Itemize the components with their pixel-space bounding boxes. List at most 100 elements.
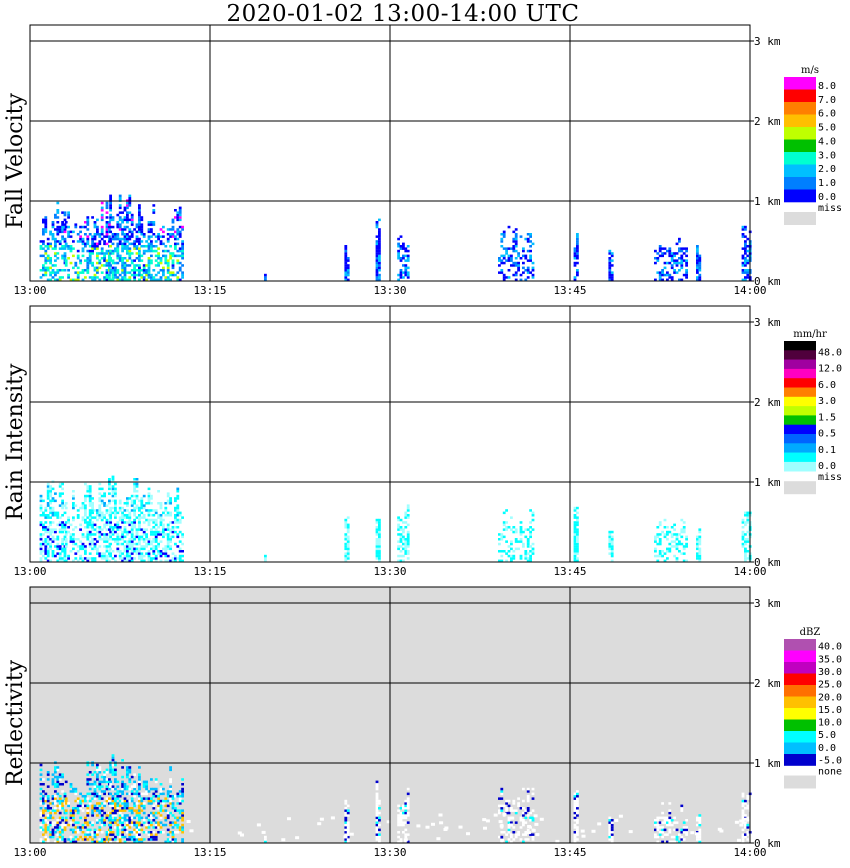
echo-cell [105,831,109,834]
echo-cell [116,540,120,543]
echo-cell [91,542,94,546]
echo-cell [346,257,350,260]
echo-cell [524,237,528,241]
legend-swatch [784,387,816,398]
echo-cell [397,523,400,527]
echo-cell [130,504,134,507]
echo-cell [126,557,129,560]
echo-cell [741,804,745,808]
echo-cell [498,259,501,262]
echo-cell [154,547,158,551]
echo-cell [81,545,85,548]
echo-cell [49,516,52,519]
echo-cell [74,542,78,546]
echo-cell [114,778,117,781]
echo-cell [576,809,579,812]
echo-cell [133,550,136,553]
echo-cell [100,819,104,822]
echo-cell [91,516,94,519]
echo-cell [154,816,158,820]
echo-cell [171,814,175,817]
echo-cell [171,225,175,229]
echo-cell [123,502,127,505]
echo-cell [154,554,158,558]
echo-cell [96,261,99,265]
echo-cell [138,273,141,277]
echo-cell [58,242,62,246]
echo-cell [510,547,513,551]
echo-cell [51,225,55,229]
echo-cell [86,485,90,488]
echo-cell [86,240,90,243]
echo-cell [510,557,513,560]
echo-cell [741,518,745,522]
echo-cell [166,528,170,531]
echo-cell [610,819,614,822]
echo-cell [406,807,410,810]
echo-cell [56,785,60,788]
echo-cell [133,804,136,808]
echo-cell [166,514,170,517]
echo-cell [135,547,139,551]
echo-cell [88,530,92,534]
echo-cell [69,809,73,812]
echo-cell [680,552,684,555]
echo-cell [91,783,94,786]
echo-cell [147,221,151,224]
echo-cell [746,245,750,248]
echo-cell [610,838,614,841]
echo-cell [42,526,45,529]
echo-cell [109,506,112,510]
echo-cell [63,240,67,243]
echo-cell [130,530,134,534]
echo-cell [682,252,686,255]
echo-cell [147,266,151,270]
echo-cell [51,514,55,517]
echo-cell [164,559,168,563]
echo-cell [118,816,122,820]
legend-swatch [784,685,816,697]
echo-cell [128,542,132,546]
echo-cell [178,802,182,805]
echo-cell [76,276,80,279]
echo-cell [344,276,348,279]
echo-cell [152,787,156,791]
echo-cell [397,533,400,536]
echo-cell [108,533,111,536]
echo-cell [121,514,124,517]
echo-cell [126,240,129,243]
echo-cell [169,795,172,798]
echo-cell [608,819,612,822]
echo-cell [164,502,168,505]
echo-cell [744,276,747,279]
echo-cell [118,835,122,839]
echo-cell [576,252,579,255]
echo-cell [150,799,153,803]
echo-cell [610,264,614,267]
echo-cell [88,259,92,262]
echo-cell [96,819,99,822]
echo-cell [514,821,518,824]
legend-label: 25.0 [818,680,842,691]
echo-cell [128,768,132,772]
echo-cell [133,780,136,784]
echo-cell [344,559,348,563]
legend-swatch [784,650,816,663]
echo-cell [406,833,410,836]
echo-cell [498,820,503,824]
echo-cell [114,780,117,784]
echo-cell [502,535,506,539]
echo-cell [147,814,151,817]
echo-cell [576,254,579,258]
echo-cell [152,223,156,226]
echo-cell [109,209,112,212]
echo-cell [145,831,148,834]
echo-cell [126,233,129,236]
echo-cell [573,831,577,834]
echo-cell [114,526,117,529]
echo-cell [696,257,699,260]
echo-cell [166,559,170,563]
echo-cell [111,237,115,241]
echo-cell [72,266,75,270]
echo-cell [64,545,68,548]
